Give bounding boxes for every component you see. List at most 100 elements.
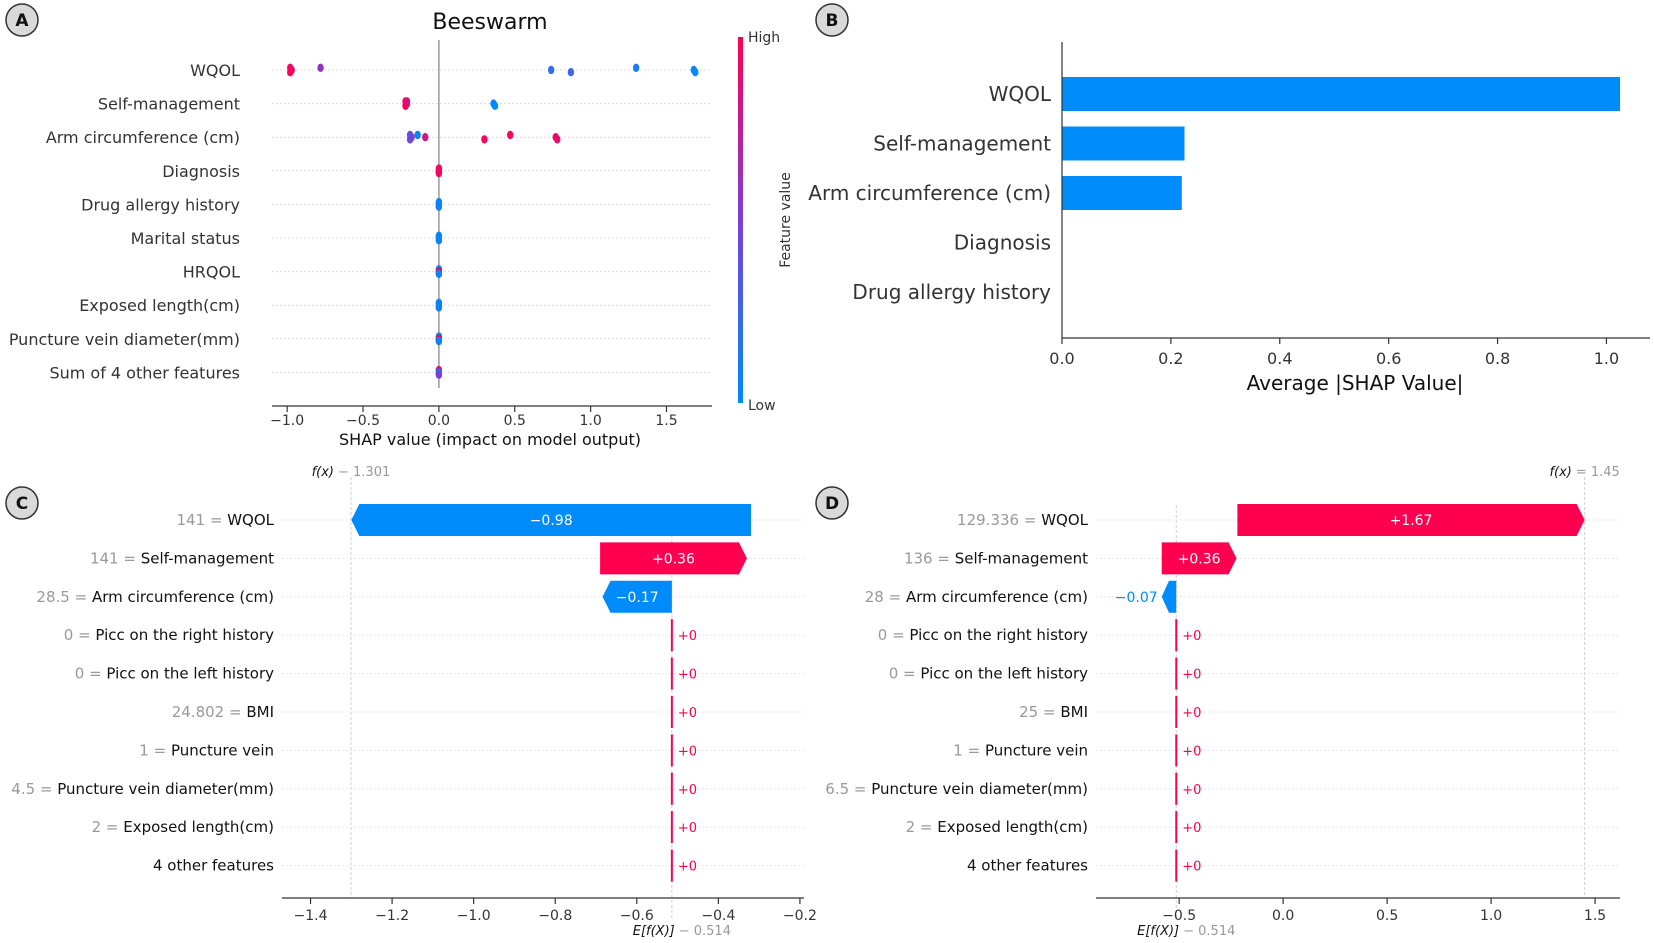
waterfall-bar-value-label: +0 xyxy=(678,744,697,759)
waterfall-feature-value: 6.5 xyxy=(825,780,849,798)
waterfall-feature-name: Exposed length(cm) xyxy=(123,818,274,836)
waterfall-feature-name: BMI xyxy=(1060,703,1088,721)
waterfall-ex-label: E[f(X)] xyxy=(1137,924,1179,939)
beeswarm-point xyxy=(414,130,421,140)
waterfall-x-tick-label: −0.2 xyxy=(783,908,817,924)
beeswarm-feature-label: WQOL xyxy=(190,61,240,80)
mean-shap-category-label: Arm circumference (cm) xyxy=(808,181,1051,205)
panel-c-badge: C xyxy=(5,486,39,520)
waterfall-row-label: 2 = Exposed length(cm) xyxy=(906,818,1088,836)
waterfall-bar-value-label: +0 xyxy=(1182,668,1201,683)
waterfall-feature-name: 4 other features xyxy=(153,857,274,875)
waterfall-row-label: 2 = Exposed length(cm) xyxy=(92,818,274,836)
waterfall-feature-name: Picc on the right history xyxy=(909,626,1088,644)
waterfall-equals-sign: = xyxy=(1038,703,1060,721)
mean-shap-x-tick-label: 0.6 xyxy=(1376,349,1401,368)
beeswarm-feature-label: Sum of 4 other features xyxy=(49,363,240,382)
waterfall-equals-sign: = xyxy=(84,665,106,683)
mean-shap-x-ticks: 0.0 0.2 0.4 0.6 0.8 1.0 xyxy=(1049,338,1619,368)
beeswarm-x-tick-label: 0.5 xyxy=(504,413,526,429)
beeswarm-point xyxy=(435,269,443,278)
waterfall-x-tick-label: −1.4 xyxy=(294,908,328,924)
mean-shap-bar xyxy=(1062,176,1182,210)
waterfall-equals-sign: = xyxy=(887,626,909,644)
waterfall-row-label: 24.802 = BMI xyxy=(172,703,274,721)
waterfall-bar xyxy=(1161,580,1177,613)
waterfall-row-label: 0 = Picc on the right history xyxy=(64,626,274,644)
beeswarm-x-ticks: −1.0 −0.5 0.0 0.5 1.0 1.5 xyxy=(270,406,678,429)
beeswarm-point xyxy=(435,336,443,346)
mean-shap-bar xyxy=(1062,77,1621,111)
waterfall-x-tick-label: 1.5 xyxy=(1584,908,1606,924)
waterfall-feature-name: BMI xyxy=(246,703,274,721)
waterfall-equals-sign: = xyxy=(101,818,123,836)
mean-shap-x-tick-label: 1.0 xyxy=(1594,349,1619,368)
waterfall-bar-value-label: +0 xyxy=(1182,860,1201,875)
waterfall-feature-name: Picc on the left history xyxy=(920,665,1088,683)
waterfall-feature-name: WQOL xyxy=(1041,511,1088,529)
waterfall-bar-value-label: +0 xyxy=(678,860,697,875)
panel-b-badge: B xyxy=(815,3,849,37)
panel-d-letter: D xyxy=(825,494,839,514)
waterfall-x-tick-label: −0.8 xyxy=(538,908,572,924)
waterfall-feature-name: Self-management xyxy=(955,549,1088,567)
waterfall-equals-sign: = xyxy=(1019,511,1041,529)
colorbar-low-label: Low xyxy=(748,398,776,414)
waterfall-bar-value-label: +0 xyxy=(678,629,697,644)
waterfall-x-tick-label: 0.5 xyxy=(1376,908,1398,924)
waterfall-bar-value-label: −0.07 xyxy=(1115,590,1158,606)
waterfall-bar xyxy=(600,542,747,575)
waterfall-feature-name: 4 other features xyxy=(967,857,1088,875)
waterfall-feature-value: 28.5 xyxy=(36,588,69,606)
waterfall-feature-name: Puncture vein xyxy=(171,741,274,759)
waterfall-bar-value-label: +0 xyxy=(678,821,697,836)
beeswarm-point xyxy=(403,97,411,106)
waterfall-equals-sign: = xyxy=(884,588,906,606)
waterfall-bar-value-label: +0 xyxy=(1182,783,1201,798)
mean-shap-x-tick-label: 0.0 xyxy=(1049,349,1074,368)
waterfall-fx-value: − 1.301 xyxy=(338,465,390,480)
waterfall-equals-sign: = xyxy=(933,549,955,567)
waterfall-row-label: 129.336 = WQOL xyxy=(957,511,1089,529)
waterfall-bar-value-label: +0.36 xyxy=(652,551,695,567)
waterfall-ex-annotation: E[f(X)] − 0.514 xyxy=(1137,924,1235,939)
waterfall-row-label: 1 = Puncture vein xyxy=(953,741,1088,759)
beeswarm-point xyxy=(507,130,514,140)
beeswarm-point xyxy=(554,135,561,144)
panel-a-letter: A xyxy=(15,11,29,31)
waterfall-row-label: 136 = Self-management xyxy=(904,549,1088,567)
waterfall-fx-annotation: f(x) = 1.45 xyxy=(1549,465,1619,480)
waterfall-feature-value: 0 xyxy=(64,626,74,644)
waterfall-feature-value: 28 xyxy=(865,588,884,606)
waterfall-bar-value-label: +0 xyxy=(1182,744,1201,759)
beeswarm-feature-label: HRQOL xyxy=(183,263,240,282)
beeswarm-panel: Beeswarm WQOL Self-management Arm circumfe… xyxy=(9,10,794,449)
waterfall-row-label: 28 = Arm circumference (cm) xyxy=(865,588,1088,606)
waterfall-feature-value: 1 xyxy=(953,741,963,759)
waterfall-equals-sign: = xyxy=(149,741,171,759)
waterfall-x-tick-label: −1.2 xyxy=(375,908,409,924)
beeswarm-feature-label: Diagnosis xyxy=(162,162,240,181)
waterfall-fx-label: f(x) xyxy=(312,465,334,480)
waterfall-bar-value-label: +0 xyxy=(678,783,697,798)
waterfall-x-tick-label: 0.0 xyxy=(1272,908,1294,924)
waterfall-feature-name: Puncture vein diameter(mm) xyxy=(57,780,274,798)
mean-shap-x-label: Average |SHAP Value| xyxy=(1247,371,1464,395)
beeswarm-feature-label: Drug allergy history xyxy=(81,195,240,214)
waterfall-row-label: 28.5 = Arm circumference (cm) xyxy=(36,588,274,606)
beeswarm-feature-label: Exposed length(cm) xyxy=(79,296,240,315)
waterfall-equals-sign: = xyxy=(849,780,871,798)
beeswarm-x-tick-label: 0.0 xyxy=(428,413,450,429)
waterfall-feature-value: 2 xyxy=(92,818,102,836)
waterfall-bar xyxy=(1237,504,1585,536)
waterfall-row-label: 25 = BMI xyxy=(1019,703,1088,721)
waterfall-feature-value: 24.802 xyxy=(172,703,225,721)
beeswarm-point xyxy=(491,101,499,111)
waterfall-bar-value-label: −0.17 xyxy=(616,590,659,606)
waterfall-row-label: 4 other features xyxy=(967,857,1088,875)
waterfall-row-label: 4.5 = Puncture vein diameter(mm) xyxy=(11,780,274,798)
beeswarm-feature-label: Puncture vein diameter(mm) xyxy=(9,330,240,349)
beeswarm-point xyxy=(317,63,324,72)
waterfall-feature-value: 129.336 xyxy=(957,511,1019,529)
waterfall-bar xyxy=(602,580,672,613)
